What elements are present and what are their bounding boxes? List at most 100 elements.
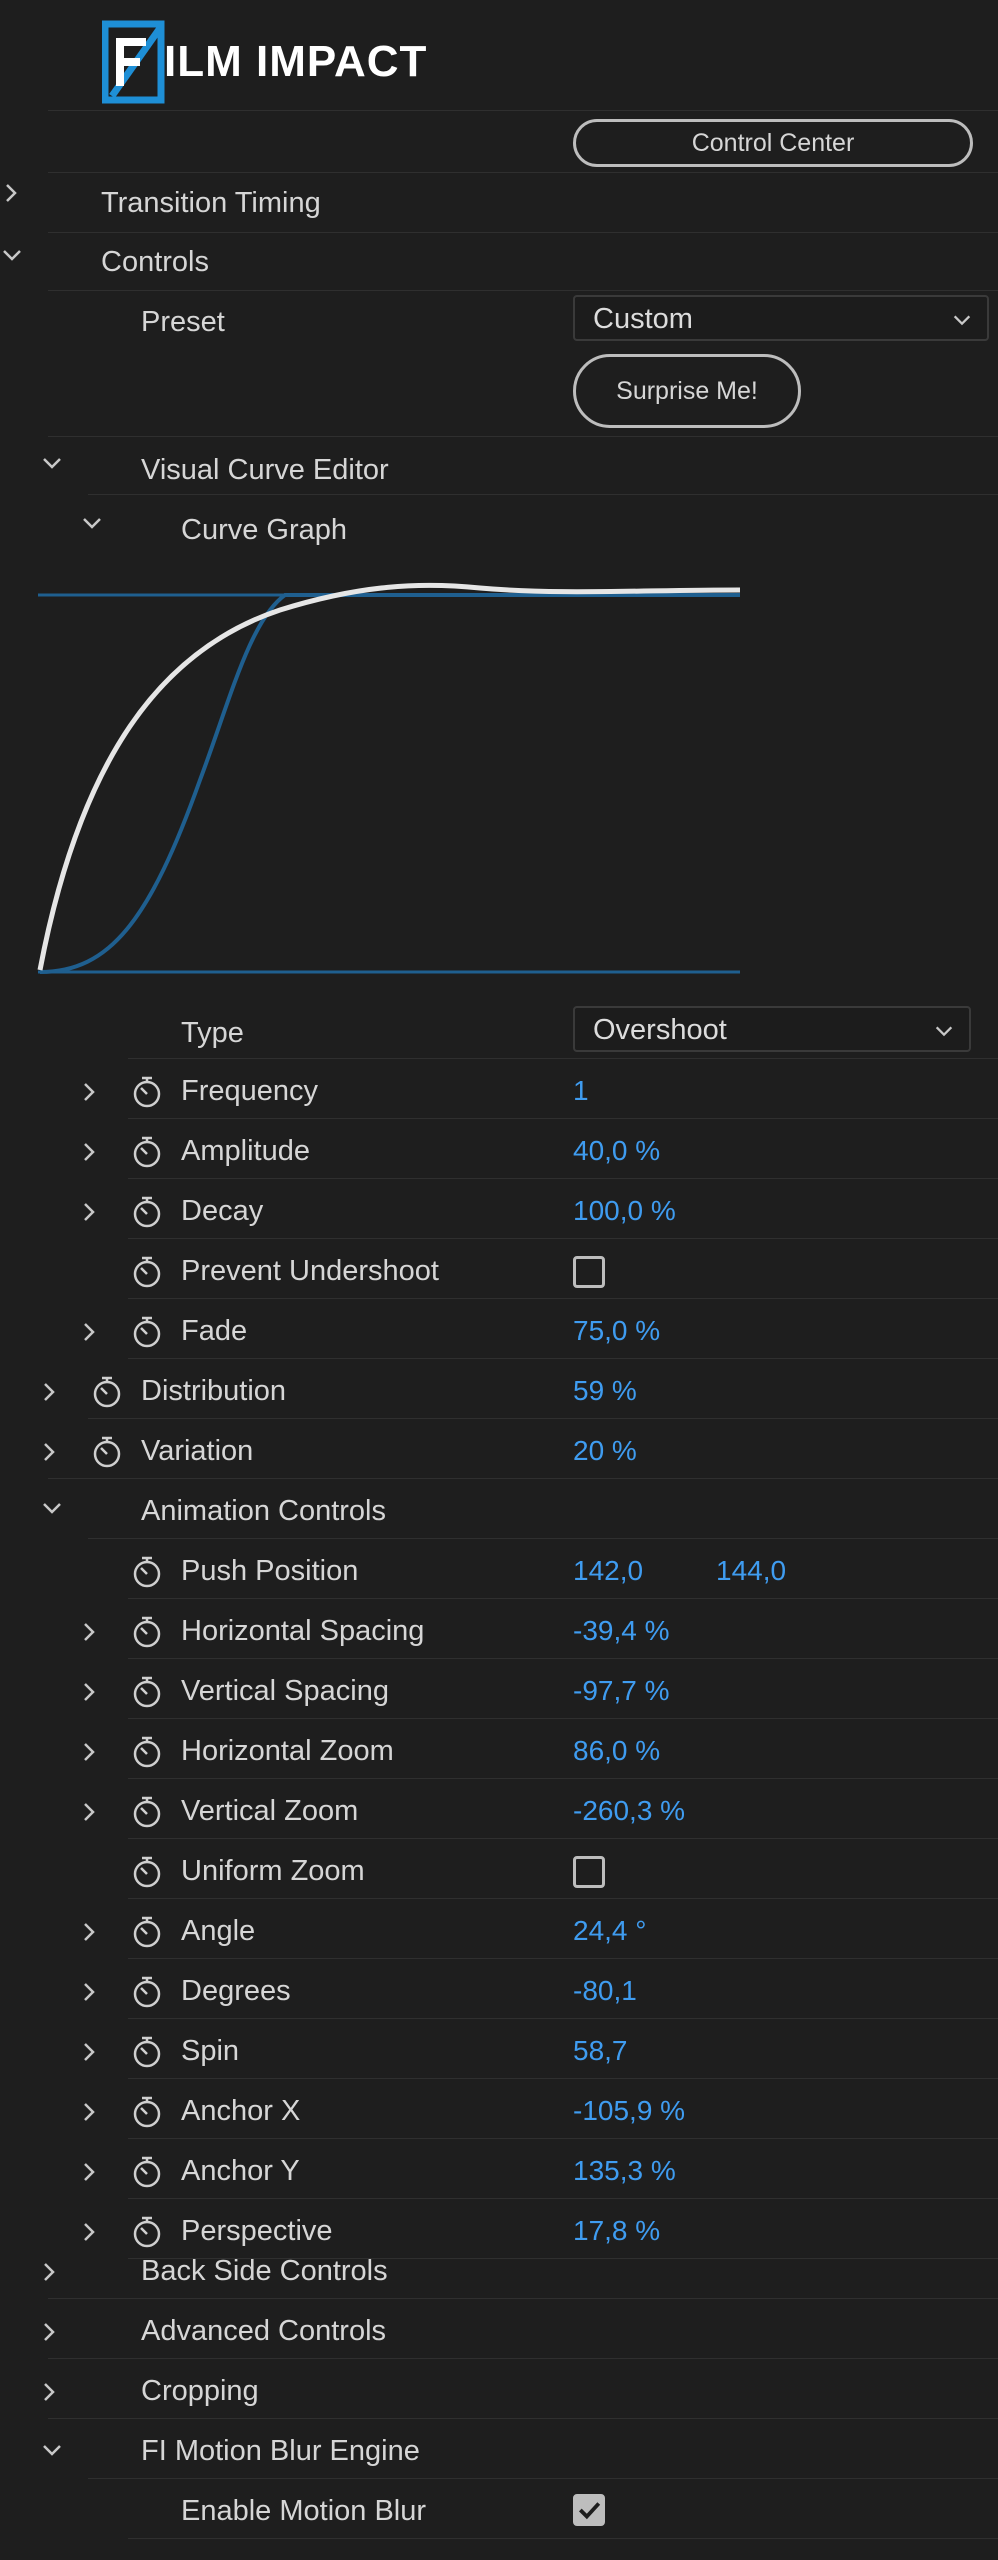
- section-advanced-controls[interactable]: Advanced Controls: [141, 2315, 387, 2347]
- param-value[interactable]: 75,0 %: [573, 1315, 661, 1346]
- section-cropping[interactable]: Cropping: [141, 2375, 259, 2407]
- param-value[interactable]: 1: [573, 1075, 589, 1106]
- stopwatch-icon[interactable]: [90, 1374, 124, 1410]
- enable-motion-blur-checkbox[interactable]: [573, 2494, 605, 2526]
- chevron-down-icon[interactable]: [80, 511, 104, 535]
- section-back-side-controls[interactable]: Back Side Controls: [141, 2255, 388, 2287]
- section-controls[interactable]: Controls: [101, 246, 209, 278]
- chevron-right-icon[interactable]: [78, 2160, 102, 2184]
- chevron-right-icon[interactable]: [78, 1200, 102, 1224]
- chevron-right-icon[interactable]: [38, 1440, 62, 1464]
- stopwatch-icon[interactable]: [130, 1614, 164, 1650]
- chevron-right-icon[interactable]: [78, 1140, 102, 1164]
- chevron-right-icon[interactable]: [78, 1320, 102, 1344]
- stopwatch-icon[interactable]: [130, 2094, 164, 2130]
- divider: [48, 2358, 998, 2359]
- stopwatch-icon[interactable]: [130, 2214, 164, 2250]
- stopwatch-icon[interactable]: [130, 2154, 164, 2190]
- type-dropdown[interactable]: Overshoot: [573, 1006, 971, 1052]
- section-visual-curve-editor[interactable]: Visual Curve Editor: [141, 454, 389, 486]
- param-checkbox[interactable]: [573, 1256, 605, 1288]
- checkmark-icon: [578, 2502, 601, 2520]
- stopwatch-icon[interactable]: [130, 1914, 164, 1950]
- chevron-right-icon[interactable]: [38, 2260, 62, 2284]
- param-value[interactable]: -39,4 %: [573, 1615, 670, 1646]
- stopwatch-icon[interactable]: [130, 1734, 164, 1770]
- stopwatch-icon[interactable]: [130, 1314, 164, 1350]
- param-checkbox[interactable]: [573, 1856, 605, 1888]
- stopwatch-icon[interactable]: [130, 1134, 164, 1170]
- stopwatch-icon[interactable]: [130, 1074, 164, 1110]
- divider: [128, 2538, 998, 2539]
- param-value[interactable]: 24,4 °: [573, 1915, 647, 1946]
- preset-dropdown-value: Custom: [593, 303, 693, 335]
- divider: [48, 172, 998, 173]
- stopwatch-icon[interactable]: [130, 1254, 164, 1290]
- divider: [128, 2078, 998, 2079]
- divider: [128, 2258, 998, 2259]
- param-value-secondary[interactable]: 144,0: [716, 1555, 787, 1586]
- stopwatch-icon[interactable]: [130, 1554, 164, 1590]
- param-value[interactable]: 58,7: [573, 2035, 628, 2066]
- divider: [128, 1358, 998, 1359]
- chevron-right-icon[interactable]: [78, 2040, 102, 2064]
- param-value[interactable]: 100,0 %: [573, 1195, 676, 1226]
- chevron-down-icon[interactable]: [40, 1496, 64, 1520]
- chevron-right-icon[interactable]: [78, 1740, 102, 1764]
- section-transition-timing[interactable]: Transition Timing: [101, 187, 321, 219]
- enable-motion-blur-label: Enable Motion Blur: [181, 2495, 427, 2527]
- section-motion-blur-engine[interactable]: FI Motion Blur Engine: [141, 2435, 420, 2467]
- section-curve-graph[interactable]: Curve Graph: [181, 514, 348, 546]
- chevron-right-icon[interactable]: [78, 2100, 102, 2124]
- stopwatch-icon[interactable]: [130, 1794, 164, 1830]
- surprise-me-button[interactable]: Surprise Me!: [573, 354, 801, 428]
- divider: [128, 2198, 998, 2199]
- preset-dropdown[interactable]: Custom: [573, 295, 989, 341]
- divider: [88, 2478, 998, 2479]
- stopwatch-icon[interactable]: [130, 1854, 164, 1890]
- stopwatch-icon[interactable]: [130, 1194, 164, 1230]
- chevron-right-icon[interactable]: [38, 2320, 62, 2344]
- param-value[interactable]: 17,8 %: [573, 2215, 661, 2246]
- chevron-right-icon[interactable]: [38, 2380, 62, 2404]
- chevron-right-icon[interactable]: [78, 2220, 102, 2244]
- variation-value[interactable]: 20 %: [573, 1435, 637, 1466]
- section-animation-controls[interactable]: Animation Controls: [141, 1495, 386, 1527]
- param-value[interactable]: -97,7 %: [573, 1675, 670, 1706]
- chevron-right-icon[interactable]: [78, 1680, 102, 1704]
- param-label: Degrees: [181, 1975, 291, 2007]
- chevron-right-icon[interactable]: [78, 1620, 102, 1644]
- divider: [128, 2138, 998, 2139]
- stopwatch-icon[interactable]: [130, 1974, 164, 2010]
- chevron-down-icon[interactable]: [0, 243, 24, 267]
- divider: [88, 1538, 998, 1539]
- param-label: Amplitude: [181, 1135, 310, 1167]
- param-value[interactable]: -260,3 %: [573, 1795, 686, 1826]
- distribution-value[interactable]: 59 %: [573, 1375, 637, 1406]
- param-value[interactable]: 135,3 %: [573, 2155, 676, 2186]
- stopwatch-icon[interactable]: [90, 1434, 124, 1470]
- chevron-down-icon: [935, 1026, 953, 1037]
- stopwatch-icon[interactable]: [130, 2034, 164, 2070]
- param-value[interactable]: 40,0 %: [573, 1135, 661, 1166]
- chevron-right-icon[interactable]: [78, 1920, 102, 1944]
- curve-graph[interactable]: [0, 560, 760, 990]
- film-impact-logo-mark: [102, 20, 165, 104]
- chevron-right-icon[interactable]: [0, 181, 24, 205]
- chevron-down-icon[interactable]: [40, 451, 64, 475]
- param-value[interactable]: -80,1: [573, 1975, 637, 2006]
- stopwatch-icon[interactable]: [130, 1674, 164, 1710]
- divider: [48, 436, 998, 437]
- param-label: Vertical Spacing: [181, 1675, 389, 1707]
- chevron-right-icon[interactable]: [78, 1980, 102, 2004]
- param-label: Horizontal Spacing: [181, 1615, 425, 1647]
- chevron-down-icon[interactable]: [40, 2438, 64, 2462]
- param-value[interactable]: -105,9 %: [573, 2095, 686, 2126]
- param-value[interactable]: 86,0 %: [573, 1735, 661, 1766]
- chevron-right-icon[interactable]: [78, 1800, 102, 1824]
- chevron-right-icon[interactable]: [38, 1380, 62, 1404]
- chevron-right-icon[interactable]: [78, 1080, 102, 1104]
- distribution-label: Distribution: [141, 1375, 287, 1407]
- param-value[interactable]: 142,0: [573, 1555, 644, 1586]
- control-center-button[interactable]: Control Center: [573, 119, 973, 167]
